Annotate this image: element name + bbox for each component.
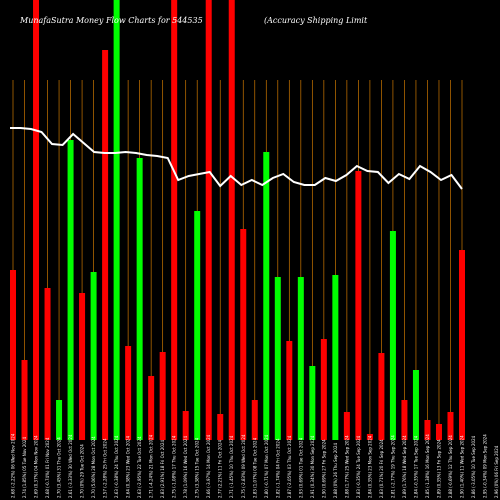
- money-flow-bar: [401, 400, 408, 440]
- money-flow-bar: [21, 360, 28, 440]
- x-tick-label: 2.68 (-0.74%) 01 Fri Nov 2024: [45, 437, 50, 498]
- x-tick-label: 2.61 (-3.33%) 30 Wed Oct 2024: [68, 434, 73, 498]
- money-flow-bar: [320, 339, 327, 440]
- chart-title-left: MunafaSutra Money Flow Charts for 544535: [19, 16, 203, 25]
- x-tick-label: 2.83 (-0.35%) 24 Tue Sep 2024: [356, 435, 361, 498]
- x-tick-label: 2.95 (-0.34%) 09 Mon Sep 2024: [483, 434, 488, 498]
- money-flow-bar: [332, 275, 339, 440]
- money-flow-bar: [263, 152, 270, 440]
- money-flow-bar: [217, 414, 224, 440]
- x-tick-label: 2.74 (1.85%) 05 Tue Nov 2024: [22, 437, 27, 498]
- price-line: [10, 127, 463, 190]
- x-tick-label: 2.89 (0.35%) 13 Fri Sep 2024: [437, 439, 442, 498]
- money-flow-bar: [389, 231, 396, 440]
- x-tick-label: 2.88 (-0.69%) 12 Thu Sep 2024: [448, 435, 453, 498]
- x-tick-label: 2.63 (-0.38%) 24 Thu Oct 2024: [114, 435, 119, 498]
- money-flow-bar: [309, 366, 316, 440]
- x-tick-label: 2.75 (-1.08%) 17 Thu Oct 2024: [172, 435, 177, 498]
- x-tick-label: 2.84 (0.35%) 23 Mon Sep 2024: [367, 435, 372, 498]
- money-flow-bar: [447, 412, 454, 440]
- x-tick-label: 2.75 (3.38%) 15 Tue Oct 2024: [195, 437, 200, 498]
- x-tick-label: 2.83 (2.91%) 18 Fri Oct 2024: [160, 440, 165, 498]
- money-flow-bar: [205, 0, 212, 440]
- money-flow-bar: [182, 411, 189, 440]
- x-tick-label: 2.81 (-2.77%) 19 Thu Sep 2024: [390, 435, 395, 498]
- x-tick-label: 2.77 (2.21%) 11 Fri Oct 2024: [218, 440, 223, 498]
- x-tick-label: 2.57 (-2.28%) 25 Fri Oct 2024: [103, 438, 108, 498]
- x-tick-label: 2.71 (-1.45%) 10 Thu Oct 2024: [229, 435, 234, 498]
- money-flow-bar: [343, 412, 350, 440]
- money-flow-bar: [159, 352, 166, 440]
- x-tick-label: 2.87 (-2.05%) 03 Thu Oct 2024: [287, 435, 292, 498]
- money-flow-bar: [10, 270, 16, 440]
- money-flow-bar: [90, 272, 97, 440]
- x-tick-label: 2.70 (3.45%) 31 Thu Oct 2024: [57, 437, 62, 498]
- x-tick-label: 2.71 (-4.24%) 21 Mon Oct 2024: [149, 434, 154, 498]
- money-flow-bar: [102, 50, 109, 440]
- x-tick-label: 2.82 (-1.74%) 04 Fri Oct 2024: [275, 438, 280, 498]
- money-flow-bar: [171, 0, 178, 440]
- money-flow-bar: [56, 400, 63, 440]
- money-flow-bar: [125, 346, 132, 440]
- chart-title-right: (Accuracy Shipping Limit: [264, 16, 368, 25]
- money-flow-bar: [412, 370, 419, 440]
- money-flow-bars: [10, 0, 465, 440]
- money-flow-bar: [297, 277, 304, 440]
- x-tick-label: 2.64 (0.38%) 23 Wed Oct 2024: [126, 436, 131, 498]
- x-tick-label: 2.89 (1.76%) 18 Wed Sep 2024: [402, 435, 407, 498]
- money-flow-bar: [33, 0, 40, 440]
- x-tick-label: 2.93 (0.69%) 01 Tue Oct 2024: [298, 437, 303, 498]
- money-flow-bar: [44, 288, 51, 440]
- x-tick-label: 2.80 (-0.71%) 07 Mon Oct 2024: [264, 434, 269, 498]
- x-tick-label: 2.70 (5.06%) 28 Mon Oct 2024: [91, 436, 96, 498]
- money-flow-bar: [274, 277, 281, 440]
- x-tick-label: 2.63 (-2.95%) 22 Tue Oct 2024: [137, 436, 142, 498]
- x-tick-label: 2.70 (0%) 29 Tue Oct 2024: [80, 444, 85, 498]
- x-tick-label: 2.69 (0.37%) 04 Mon Nov 2024: [34, 435, 39, 498]
- x-tick-label: 2.86 (-3.05%) 10 Tue Sep 2024: [471, 435, 476, 498]
- x-tick-label: 2.83 (0.71%) 20 Fri Sep 2024: [379, 439, 384, 498]
- money-flow-bar: [435, 424, 442, 440]
- money-flow-bar: [228, 0, 235, 440]
- x-tick-label: 2.66 (-3.97%) 14 Mon Oct 2024: [206, 434, 211, 498]
- money-flow-bar: [355, 171, 362, 440]
- money-flow-bar: [194, 211, 201, 440]
- money-flow-bar: [67, 140, 74, 440]
- price-line-layer: [10, 127, 463, 190]
- money-flow-bar: [136, 158, 143, 440]
- x-tick-label: 2.75 (-2.83%) 09 Wed Oct 2024: [241, 434, 246, 498]
- money-flow-bar: [459, 250, 465, 440]
- money-flow-bar: [424, 420, 431, 440]
- money-flow-bar: [79, 293, 86, 440]
- money-flow-bar: [148, 376, 155, 440]
- x-tick-label: 2.78 (1.09%) 16 Wed Oct 2024: [183, 436, 188, 498]
- x-tick-label: 2.90 (0.69%) 27 Fri Sep 2024: [321, 439, 326, 498]
- x-tick-label: 2.83 (1.07%) 08 Tue Oct 2024: [252, 437, 257, 498]
- x-tick-label: 2.68 (-2.22%) 06 Wed Nov 2024: [11, 433, 16, 498]
- x-tick-label: 2.96 (0%) 06 Fri Sep 2024: [494, 445, 499, 498]
- x-tick-label: 2.85 (-1.38%) 16 Mon Sep 2024: [425, 434, 430, 498]
- money-flow-bar: [113, 0, 120, 440]
- x-tick-label: 2.90 (1.40%) 11 Wed Sep 2024: [460, 435, 465, 498]
- money-flow-bar: [366, 434, 373, 440]
- x-tick-label: 2.88 (1.77%) 25 Wed Sep 2024: [344, 435, 349, 498]
- money-flow-bar: [286, 341, 293, 440]
- x-tick-label: 2.88 (0%) 26 Thu Sep 2024: [333, 442, 338, 498]
- x-tick-labels: 2.68 (-2.22%) 06 Wed Nov 2024 2.74 (1.85%…: [11, 433, 500, 498]
- money-flow-bar: [378, 353, 385, 440]
- money-flow-bar: [251, 400, 258, 440]
- x-tick-label: 2.91 (0.34%) 30 Mon Sep 2024: [310, 435, 315, 498]
- x-tick-label: 2.84 (-0.35%) 17 Tue Sep 2024: [413, 435, 418, 498]
- money-flow-bar: [240, 229, 247, 440]
